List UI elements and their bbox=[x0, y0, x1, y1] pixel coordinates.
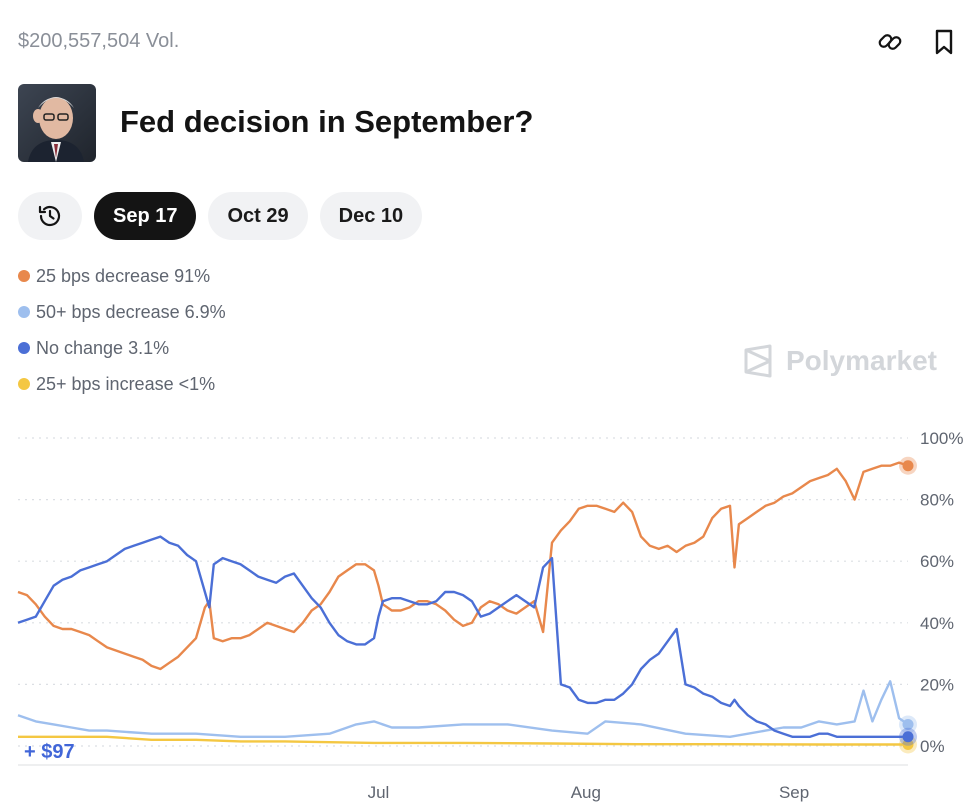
x-tick-label: Jul bbox=[368, 783, 390, 802]
volume-label: $200,557,504 Vol. bbox=[18, 30, 180, 52]
legend-label: No change 3.1% bbox=[36, 337, 170, 358]
legend-item: 25 bps decrease 91% bbox=[18, 258, 226, 294]
x-axis: Jul Aug Sep bbox=[368, 783, 810, 802]
series-end-dot bbox=[902, 460, 914, 472]
series-line-50-bps-decrease bbox=[17, 680, 909, 738]
series-line-25-bps-increase bbox=[18, 735, 908, 746]
x-tick-label: Sep bbox=[779, 783, 809, 802]
y-tick-label: 80% bbox=[920, 491, 954, 510]
y-tick-label: 60% bbox=[920, 552, 954, 571]
market-thumbnail bbox=[18, 84, 96, 162]
tab-sep-17[interactable]: Sep 17 bbox=[94, 192, 197, 240]
series-end-dot bbox=[902, 738, 914, 750]
date-tabs: Sep 17 Oct 29 Dec 10 bbox=[18, 192, 423, 240]
history-button[interactable] bbox=[18, 192, 82, 240]
chart-grid bbox=[18, 437, 908, 766]
y-tick-label: 40% bbox=[920, 614, 954, 633]
history-clock-icon bbox=[38, 205, 61, 227]
y-tick-label: 100% bbox=[920, 429, 963, 448]
legend-item: 25+ bps increase <1% bbox=[18, 366, 226, 402]
series-line-25-bps-decrease bbox=[17, 461, 909, 671]
polymarket-watermark: Polymarket bbox=[742, 344, 937, 378]
y-tick-label: 20% bbox=[920, 675, 954, 694]
chart-legend: 25 bps decrease 91% 50+ bps decrease 6.9… bbox=[18, 258, 226, 402]
tab-dec-10[interactable]: Dec 10 bbox=[319, 192, 423, 240]
page-title: Fed decision in September? bbox=[120, 104, 534, 139]
legend-dot bbox=[18, 306, 30, 318]
brand-name: Polymarket bbox=[786, 345, 937, 376]
bookmark-icon[interactable] bbox=[930, 28, 958, 56]
series-end-dot bbox=[902, 731, 914, 743]
top-actions bbox=[876, 28, 958, 56]
pnl-label: + $97 bbox=[24, 741, 75, 763]
link-icon[interactable] bbox=[876, 28, 904, 56]
legend-label: 25+ bps increase <1% bbox=[36, 373, 216, 394]
legend-dot bbox=[18, 342, 30, 354]
legend-label: 25 bps decrease 91% bbox=[36, 265, 211, 286]
legend-dot bbox=[18, 378, 30, 390]
series-endpoints bbox=[899, 456, 917, 754]
y-axis: 100% 80% 60% 40% 20% 0% bbox=[920, 429, 963, 756]
legend-dot bbox=[18, 270, 30, 282]
x-tick-label: Aug bbox=[571, 783, 601, 802]
series-end-dot bbox=[902, 718, 914, 730]
tab-oct-29[interactable]: Oct 29 bbox=[208, 192, 308, 240]
y-tick-label: 0% bbox=[920, 737, 945, 756]
series-lines bbox=[17, 461, 909, 746]
legend-item: 50+ bps decrease 6.9% bbox=[18, 294, 226, 330]
series-line-no-change bbox=[17, 535, 908, 738]
legend-item: No change 3.1% bbox=[18, 330, 226, 366]
polymarket-logo-icon bbox=[744, 344, 772, 378]
legend-label: 50+ bps decrease 6.9% bbox=[36, 301, 226, 322]
